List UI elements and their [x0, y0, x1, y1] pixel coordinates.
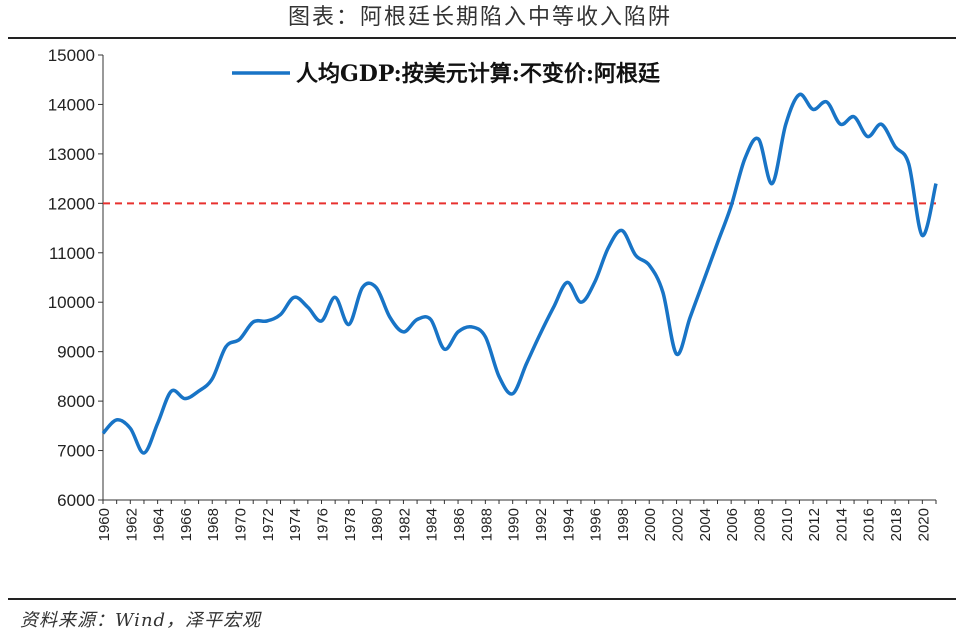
x-tick-label: 2002: [670, 508, 687, 541]
x-tick-label: 2006: [724, 508, 741, 541]
top-rule: [8, 37, 956, 39]
y-tick-label: 9000: [57, 343, 95, 362]
x-tick-label: 1976: [314, 508, 331, 541]
x-tick-label: 2014: [833, 508, 850, 541]
x-tick-label: 1968: [205, 508, 222, 541]
x-tick-label: 1996: [588, 508, 605, 541]
x-tick-label: 1980: [369, 508, 386, 541]
y-tick-label: 6000: [57, 491, 95, 510]
x-tick-label: 2010: [779, 508, 796, 541]
chart: 6000 7000 8000 9000 10000 11000 12000 13000 1400…: [48, 46, 938, 541]
x-tick-label: 1962: [123, 508, 140, 541]
x-tick-label: 1960: [96, 508, 113, 541]
series-group: [101, 92, 938, 455]
x-tick-label: 1964: [151, 508, 168, 541]
x-tick-label: 2016: [861, 508, 878, 541]
x-tick-label: 1998: [615, 508, 632, 541]
x-tick-label: 1984: [424, 508, 441, 541]
x-tick-label: 1990: [506, 508, 523, 541]
y-tick-label: 7000: [57, 442, 95, 461]
y-tick-label: 14000: [48, 95, 95, 114]
x-tick-label: 2012: [806, 508, 823, 541]
x-tick-label: 1986: [451, 508, 468, 541]
x-tick-label: 1988: [478, 508, 495, 541]
y-tick-label: 10000: [48, 293, 95, 312]
legend-label: 人均GDP:按美元计算:不变价:阿根廷: [296, 61, 661, 87]
chart-axes: 6000 7000 8000 9000 10000 11000 12000 13000 1400…: [48, 46, 937, 541]
x-tick-label: 1978: [342, 508, 359, 541]
x-tick-label: 1982: [396, 508, 413, 541]
x-tick-label: 1992: [533, 508, 550, 541]
legend: 人均GDP:按美元计算:不变价:阿根廷: [232, 61, 661, 87]
y-tick-label: 15000: [48, 46, 95, 65]
y-tick-label: 12000: [48, 194, 95, 213]
x-tick-label: 1974: [287, 508, 304, 541]
x-tick-label: 1972: [260, 508, 277, 541]
x-tick-label: 2018: [888, 508, 905, 541]
x-tick-label: 2020: [915, 508, 932, 541]
y-tick-label: 13000: [48, 145, 95, 164]
x-tick-label: 1994: [560, 508, 577, 541]
bottom-rule: [8, 598, 956, 600]
x-tick-label: 1966: [178, 508, 195, 541]
x-tick-label: 1970: [233, 508, 250, 541]
x-tick-label: 2000: [642, 508, 659, 541]
y-tick-label: 8000: [57, 392, 95, 411]
y-tick-label: 11000: [49, 244, 95, 263]
source-note: 资料来源：Wind，泽平宏观: [20, 610, 262, 631]
x-tick-label: 2004: [697, 508, 714, 541]
series-line: [101, 92, 938, 455]
page-title: 图表：阿根廷长期陷入中等收入陷阱: [287, 5, 672, 30]
x-tick-label: 2008: [751, 508, 768, 541]
